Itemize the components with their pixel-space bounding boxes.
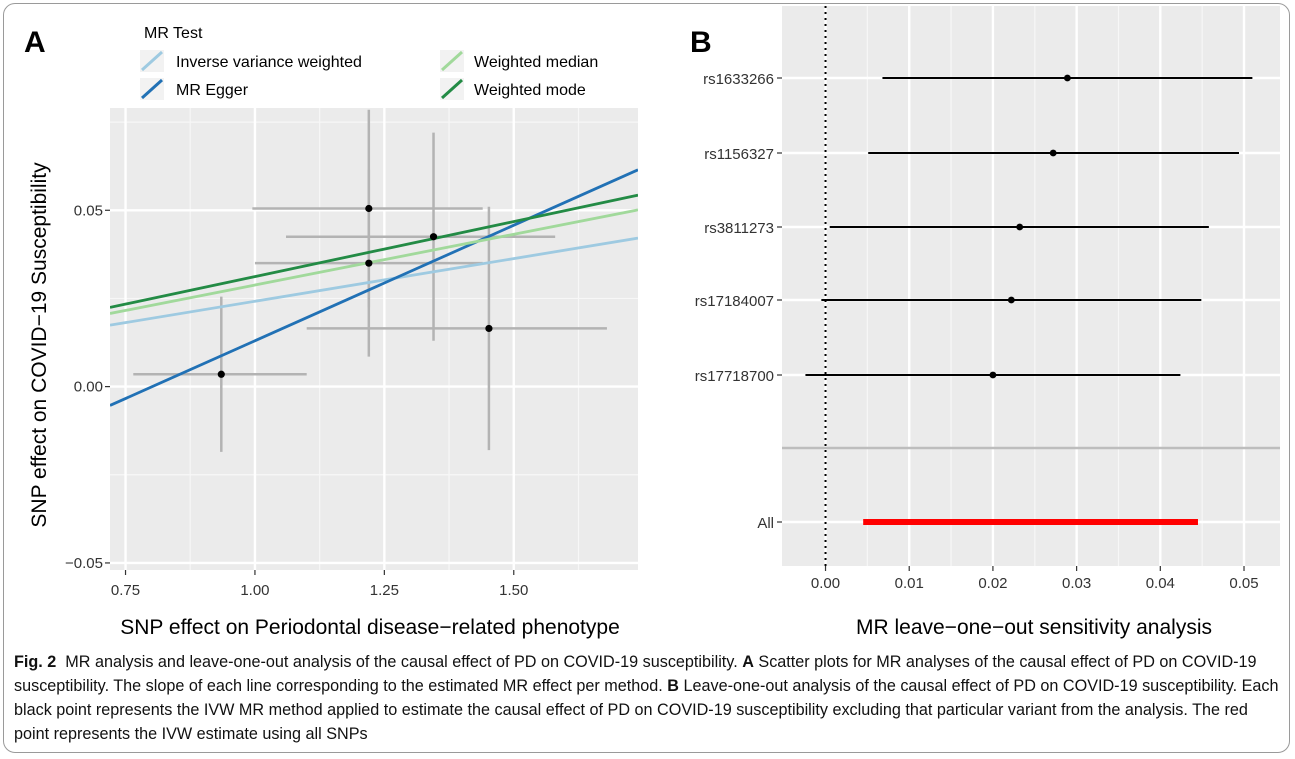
caption-label: Fig. 2 bbox=[14, 653, 57, 671]
scatter-x-ticks: 0.75 1.00 1.25 1.50 bbox=[111, 570, 528, 599]
legend-label-egger: MR Egger bbox=[176, 82, 249, 99]
mr-egger-line bbox=[110, 168, 638, 407]
scatter-y-axis-label: SNP effect on COVID−19 Susceptibility bbox=[28, 162, 51, 528]
y-tick-label: −0.05 bbox=[65, 555, 103, 572]
x-tick-label: 1.00 bbox=[240, 582, 269, 599]
forest-row-label: rs17718700 bbox=[695, 368, 774, 385]
ivw-line bbox=[110, 236, 638, 327]
legend-key-ivw bbox=[140, 50, 164, 72]
legend-label-weighted-mode: Weighted mode bbox=[474, 82, 586, 99]
figure-frame bbox=[3, 3, 1290, 753]
x-tick-label: 1.25 bbox=[370, 582, 399, 599]
forest-row-label: rs1633266 bbox=[703, 71, 774, 88]
scatter-point bbox=[429, 233, 438, 241]
legend-key-weighted-median bbox=[440, 50, 464, 72]
weighted-mode-line bbox=[110, 193, 638, 309]
scatter-x-axis-label: SNP effect on Periodontal disease−relate… bbox=[120, 616, 620, 639]
legend-label-ivw: Inverse variance weighted bbox=[176, 54, 362, 71]
y-tick-label: 0.00 bbox=[74, 379, 103, 396]
legend-key-weighted-mode bbox=[440, 78, 464, 100]
forest-row-label: rs3811273 bbox=[704, 220, 774, 237]
panel-b-label: B bbox=[690, 26, 712, 59]
forest-point bbox=[1007, 296, 1015, 304]
panel-a-label: A bbox=[24, 26, 46, 59]
forest-overall-point bbox=[1027, 519, 1034, 525]
legend-item-ivw: Inverse variance weighted bbox=[140, 50, 362, 72]
caption-a-label: A bbox=[742, 653, 754, 671]
caption-text: MR analysis and leave-one-out analysis o… bbox=[65, 653, 743, 671]
forest-point bbox=[989, 371, 997, 379]
scatter-legend: MR Test Inverse variance weighted MR Egg… bbox=[140, 25, 598, 100]
x-tick-label: 0.04 bbox=[1146, 575, 1175, 592]
scatter-points bbox=[217, 204, 493, 378]
caption-a-text: Scatter plots for MR analyses of the cau… bbox=[14, 653, 1257, 695]
x-tick-label: 0.00 bbox=[811, 575, 840, 592]
forest-row-label: rs17184007 bbox=[695, 293, 774, 310]
forest-row-label: rs1156327 bbox=[704, 146, 774, 163]
caption-b-label: B bbox=[667, 677, 679, 695]
x-tick-label: 0.05 bbox=[1229, 575, 1258, 592]
legend-item-egger: MR Egger bbox=[140, 78, 249, 100]
legend-item-weighted-median: Weighted median bbox=[440, 50, 598, 72]
x-tick-label: 1.50 bbox=[499, 582, 528, 599]
forest-plot-background bbox=[782, 6, 1280, 566]
scatter-plot-background bbox=[110, 108, 638, 570]
forest-row-label: All bbox=[757, 515, 774, 532]
x-tick-label: 0.01 bbox=[895, 575, 924, 592]
scatter-plot-grid bbox=[110, 108, 638, 570]
scatter-point bbox=[365, 259, 373, 267]
forest-x-ticks: 0.00 0.01 0.02 0.03 0.04 0.05 bbox=[811, 566, 1259, 592]
scatter-point bbox=[365, 204, 373, 213]
legend-item-weighted-mode: Weighted mode bbox=[440, 78, 586, 100]
y-tick-label: 0.05 bbox=[74, 202, 103, 219]
scatter-point bbox=[217, 370, 225, 378]
forest-rows: rs1633266 rs1156327 rs3811273 rs17184007 rs1… bbox=[695, 71, 1253, 532]
weighted-median-line bbox=[110, 208, 638, 315]
caption-b-text: Leave-one-out analysis of the causal eff… bbox=[14, 677, 1279, 743]
legend-title: MR Test bbox=[144, 25, 203, 42]
x-tick-label: 0.03 bbox=[1062, 575, 1091, 592]
forest-plot: rs1633266 rs1156327 rs3811273 rs17184007 rs1… bbox=[695, 6, 1280, 639]
forest-point bbox=[1016, 223, 1024, 231]
forest-point bbox=[1049, 149, 1057, 157]
forest-point bbox=[1064, 74, 1071, 82]
forest-x-axis-label: MR leave−one−out sensitivity analysis bbox=[856, 616, 1212, 639]
scatter-plot: 0.75 1.00 1.25 1.50 −0.05 0.00 0.05 SNP effec… bbox=[28, 25, 638, 639]
figure-chart-area: A B 0.75 1.00 1.25 1.50 −0.05 0.00 0.05 SNP e… bbox=[24, 6, 1280, 639]
x-tick-label: 0.75 bbox=[111, 582, 140, 599]
x-tick-label: 0.02 bbox=[978, 575, 1007, 592]
legend-label-weighted-median: Weighted median bbox=[474, 54, 598, 71]
scatter-regression-lines bbox=[110, 168, 638, 407]
legend-key-egger bbox=[140, 78, 164, 100]
scatter-y-ticks: −0.05 0.00 0.05 bbox=[65, 202, 110, 572]
figure-caption: Fig. 2 MR analysis and leave-one-out ana… bbox=[14, 650, 1279, 746]
scatter-point bbox=[485, 324, 493, 333]
